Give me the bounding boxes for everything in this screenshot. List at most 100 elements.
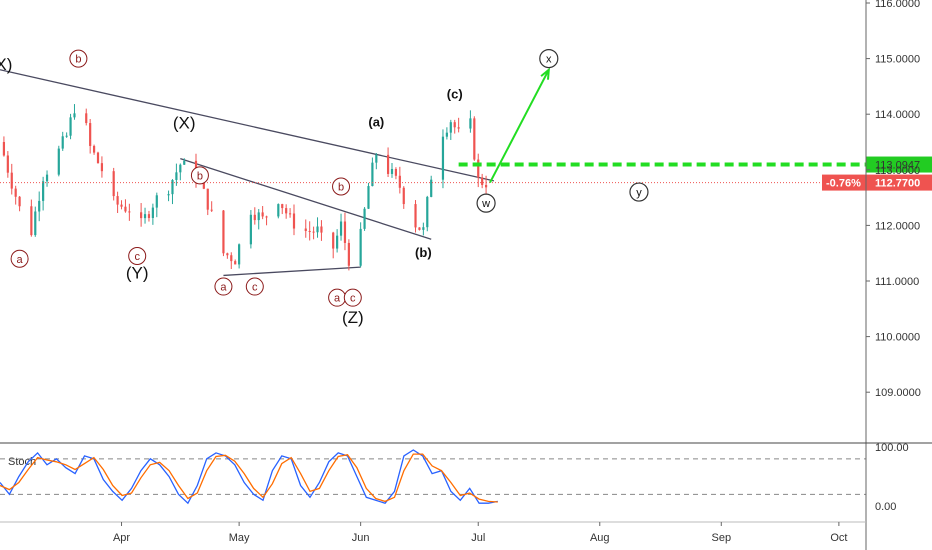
candle-body [18,196,21,207]
wave-circle [629,182,649,202]
x-tick-label: May [229,532,250,544]
x-tick-label: Jun [352,532,370,544]
wave-label: a [17,254,24,266]
y-tick-label: 111.0000 [875,276,919,288]
candle-body [210,209,213,211]
candle-body [336,235,339,249]
candle-body [42,181,45,201]
candle-body [414,204,417,228]
candle-body [140,212,143,219]
candle-body [230,255,233,262]
y-tick-label: 115.0000 [875,54,920,66]
wave-label: c [134,251,140,263]
stoch-series-line [0,449,498,505]
wave-label: c [252,282,258,294]
candle-body [304,228,307,231]
y-tick-label: 112.0000 [875,220,920,232]
candle-body [249,214,252,245]
wave-label: (X) [173,114,196,133]
y-tick-label: 114.0000 [875,109,920,121]
wave-label: y [636,187,642,199]
candle-body [386,154,390,174]
candle-body [222,210,225,254]
wave-label: (Y) [126,264,149,283]
candle-body [124,206,127,212]
candle-body [367,186,370,209]
candle-body [422,227,425,230]
candle-body [288,213,292,215]
wave-circle [476,193,496,213]
candle-body [147,214,151,218]
candle-body [449,122,452,133]
candle-body [477,159,480,178]
candle-body [394,169,398,176]
last-price-tag [866,174,932,191]
wave-circle [214,277,233,296]
wave-label: c [350,293,356,305]
candle-body [206,188,209,210]
candle-body [89,123,92,146]
candle-body [151,207,154,218]
candle-body [45,174,49,182]
wave-label: w [481,198,490,210]
candle-body [426,196,429,228]
candle-body [484,184,488,188]
candle-body [226,253,229,256]
trendline [223,266,361,277]
projection-arrow-head [540,67,550,80]
candle-body [171,179,174,195]
candle-body [183,160,186,165]
candle-body [10,172,13,189]
candle-body [316,226,319,233]
x-tick-label: Apr [113,532,130,544]
candle-body [202,182,205,189]
candle-body [359,228,362,266]
candle-body [261,212,264,217]
candle-body [14,188,17,197]
wave-circle [128,246,147,265]
candle-body [73,113,76,118]
candle-body [473,118,476,160]
wave-label: a [220,282,227,294]
candle-body [116,196,119,205]
candle-body [441,136,445,180]
wave-label: a [334,293,341,305]
candle-body [281,204,284,209]
level-price-label: 113.0947 [875,160,920,172]
change-percent-label: -0.76% [826,178,861,190]
candle-body [30,206,33,236]
candle-body [371,162,374,187]
candle-body [363,208,366,229]
candle-body [69,117,72,136]
y-tick-label: 116.0000 [875,0,920,10]
overlay-layer: 113.0947 -0.76% 112.7700 [0,67,932,191]
candle-body [469,118,472,129]
stoch-series-line [0,453,498,503]
candle-body [457,127,460,129]
trendline [0,69,495,182]
candle-body [155,195,158,208]
x-tick-label: Oct [830,532,847,544]
candle-body [375,154,378,163]
wave-label: (Z) [342,308,364,327]
wave-circle [69,49,88,68]
wave-circle [245,277,264,296]
candle-body [100,163,104,172]
candle-body [339,221,343,236]
candle-body [120,204,123,207]
x-tick-label: Sep [711,532,731,544]
candle-body [92,145,96,153]
candle-body [332,232,335,249]
candle-body [128,211,131,213]
candle-body [445,132,448,137]
candle-body [57,148,60,175]
candle-body [430,179,433,197]
x-tick-label: Jul [471,532,485,544]
candle-body [143,214,147,219]
candle-body [2,142,6,156]
candle-body [253,214,256,221]
y-tick-label: 113.0000 [875,165,920,177]
candle-body [234,261,237,265]
wave-circle [343,288,362,307]
